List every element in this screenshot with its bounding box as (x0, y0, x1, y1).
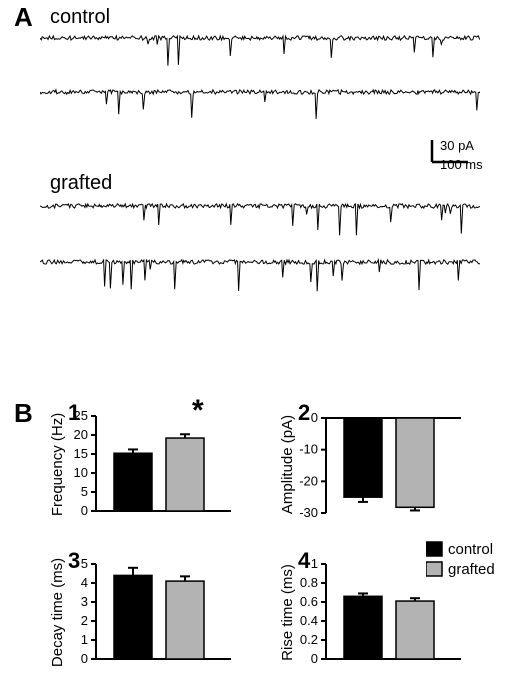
svg-text:Rise time (ms): Rise time (ms) (279, 564, 296, 661)
panel-a-label: A (14, 2, 33, 33)
scale-x-label: 100 ms (440, 157, 483, 172)
svg-text:Frequency (Hz): Frequency (Hz) (49, 413, 66, 516)
svg-text:15: 15 (74, 446, 88, 461)
svg-text:10: 10 (74, 465, 88, 480)
svg-text:0.4: 0.4 (300, 613, 318, 628)
chart-frequency: 0 5 10 15 20 25 Frequency (Hz) (48, 408, 238, 526)
svg-text:grafted: grafted (448, 561, 495, 578)
svg-text:1: 1 (311, 556, 318, 571)
svg-text:-30: -30 (299, 505, 318, 520)
trace-control-1 (40, 30, 480, 75)
trace-grafted-1 (40, 198, 480, 243)
svg-text:20: 20 (74, 427, 88, 442)
svg-text:4: 4 (81, 575, 88, 590)
trace-grafted-2 (40, 254, 480, 299)
condition-control-label: control (50, 6, 110, 29)
legend: control grafted (426, 540, 516, 588)
svg-text:0.2: 0.2 (300, 632, 318, 647)
svg-text:control: control (448, 541, 493, 558)
svg-text:1: 1 (81, 632, 88, 647)
panel-b-label: B (14, 398, 33, 429)
svg-text:3: 3 (81, 594, 88, 609)
svg-text:0: 0 (81, 503, 88, 518)
chart-amplitude: 0 -10 -20 -30Amplitude (pA) (278, 408, 468, 526)
svg-text:-10: -10 (299, 442, 318, 457)
svg-text:25: 25 (74, 408, 88, 423)
svg-text:5: 5 (81, 484, 88, 499)
svg-text:0.6: 0.6 (300, 594, 318, 609)
svg-text:Amplitude (pA): Amplitude (pA) (279, 415, 296, 514)
svg-text:0.8: 0.8 (300, 575, 318, 590)
svg-text:0: 0 (311, 410, 318, 425)
svg-text:0: 0 (311, 651, 318, 666)
scale-y-label: 30 pA (440, 138, 474, 153)
svg-text:-20: -20 (299, 473, 318, 488)
condition-grafted-label: grafted (50, 172, 112, 195)
svg-text:0: 0 (81, 651, 88, 666)
chart-decay-time: 0 1 2 3 4 5 Decay time (ms) (48, 556, 238, 674)
svg-text:5: 5 (81, 556, 88, 571)
trace-control-2 (40, 84, 480, 129)
svg-text:2: 2 (81, 613, 88, 628)
svg-text:Decay time (ms): Decay time (ms) (49, 558, 66, 667)
